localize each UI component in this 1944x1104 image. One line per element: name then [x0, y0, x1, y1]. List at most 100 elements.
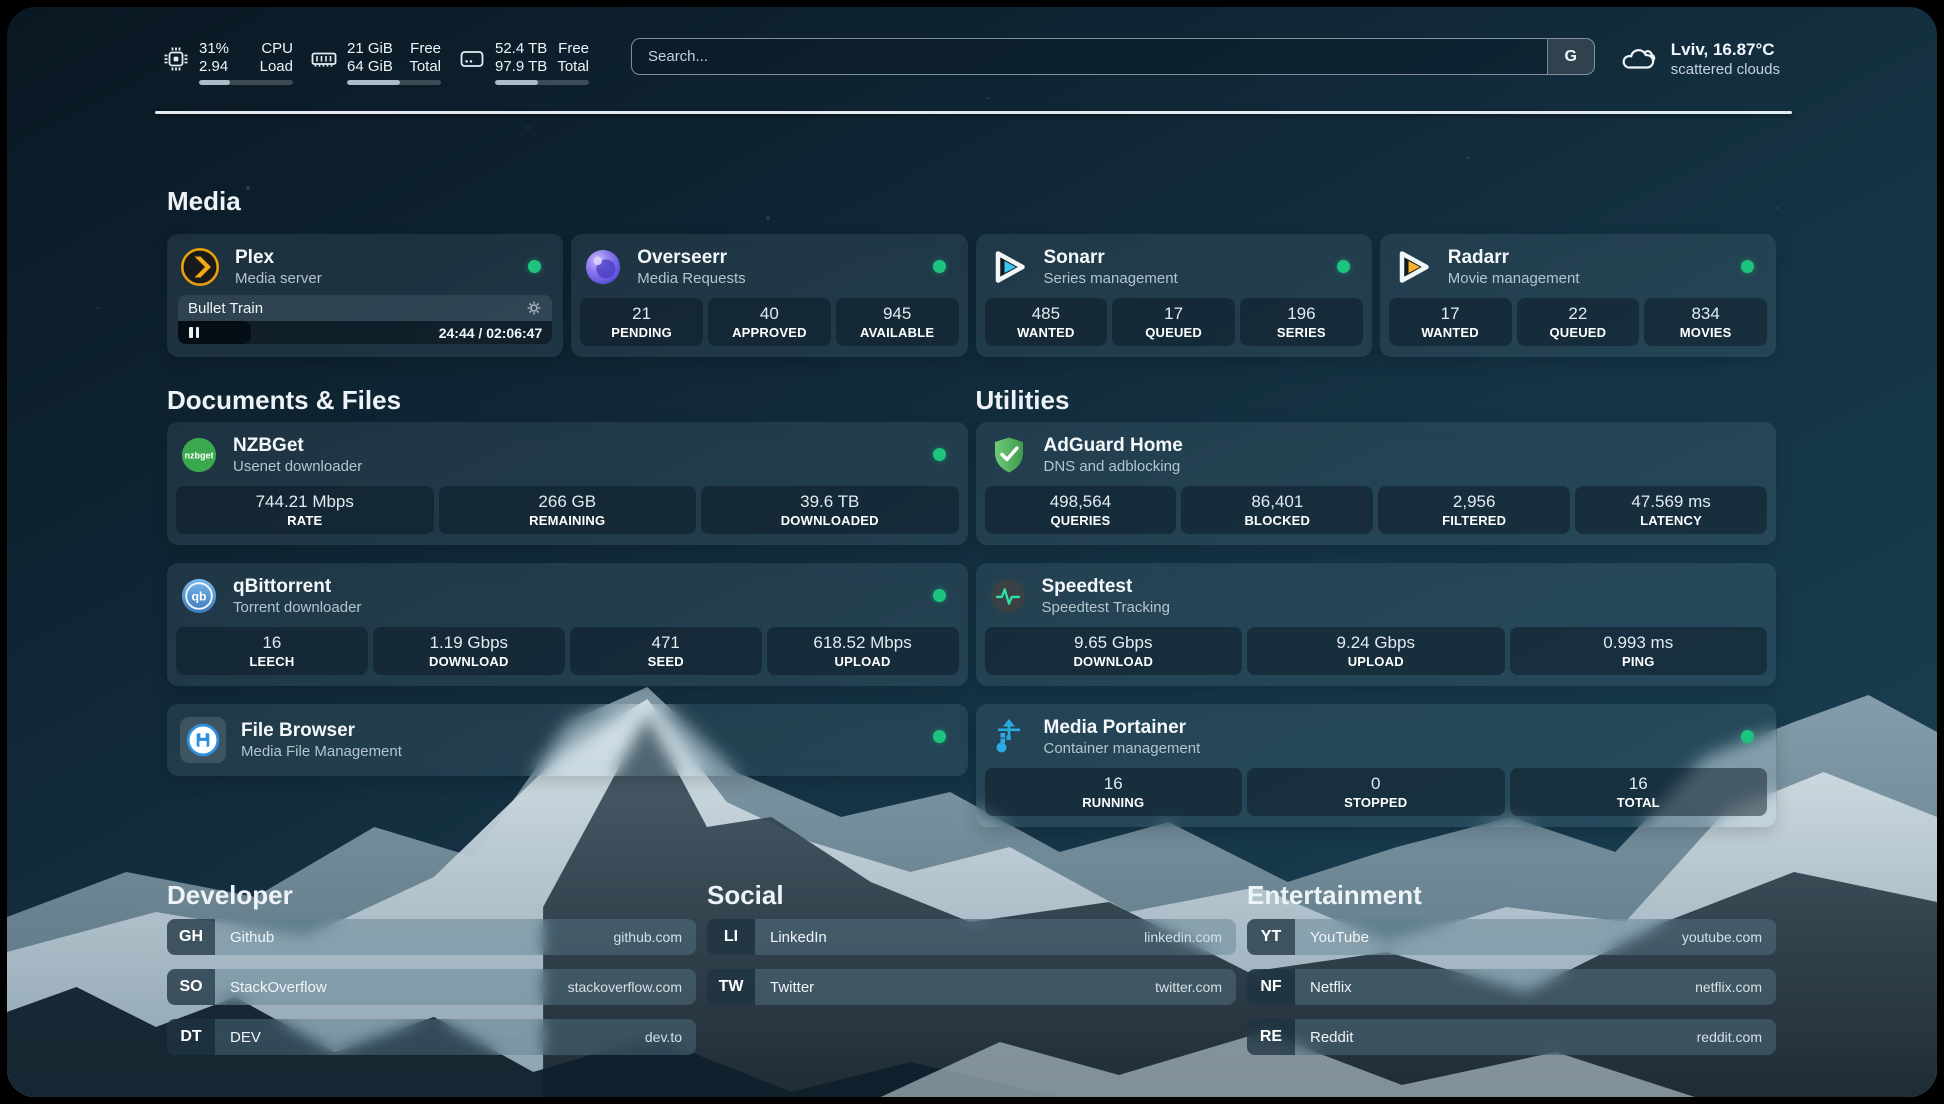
section-title-developer: Developer: [167, 880, 293, 910]
bookmark-youtube[interactable]: YT YouTube youtube.com: [1247, 919, 1776, 955]
bookmark-name: DEV: [230, 1028, 261, 1046]
dashboard-window: 31% CPU 2.94 Load 21 GiB Free 64 GiB Total: [7, 7, 1937, 1097]
bookmark-abbr: RE: [1247, 1019, 1295, 1055]
stat-label: FILTERED: [1442, 513, 1507, 528]
bookmark-name: Twitter: [770, 978, 815, 996]
radarr-header[interactable]: Radarr Movie management: [1380, 234, 1776, 288]
cpu-icon: [164, 47, 188, 71]
stat-value: 834: [1691, 304, 1720, 323]
bookmark-domain: netflix.com: [1695, 979, 1762, 995]
stat-label: PENDING: [611, 325, 672, 340]
disk-total-value: 97.9 TB: [495, 58, 548, 75]
bookmark-reddit[interactable]: RE Reddit reddit.com: [1247, 1019, 1776, 1055]
service-card-portainer[interactable]: Media Portainer Container management 16 R…: [975, 704, 1777, 827]
stat-value: 47.569 ms: [1631, 492, 1711, 511]
stat-value: 40: [759, 304, 779, 323]
filebrowser-header[interactable]: File Browser Media File Management: [167, 704, 968, 763]
stat-label: PING: [1621, 654, 1655, 669]
adguard-header[interactable]: AdGuard Home DNS and adblocking: [976, 422, 1777, 476]
service-name: Speedtest: [1041, 576, 1133, 597]
status-dot: [1336, 260, 1350, 273]
playback-progress-bar: 24:44 / 02:06:47: [178, 321, 553, 344]
stat-label: DOWNLOADED: [780, 513, 879, 528]
bookmark-twitter[interactable]: TW Twitter twitter.com: [707, 969, 1236, 1005]
stat-value: 16: [1628, 774, 1648, 793]
stat-block: 16 TOTAL: [1509, 768, 1767, 816]
bookmark-domain: twitter.com: [1155, 979, 1222, 995]
section-title-documents: Documents & Files: [167, 385, 402, 415]
bookmark-dev[interactable]: DT DEV dev.to: [167, 1019, 696, 1055]
stat-value: 1.19 Gbps: [429, 633, 509, 652]
stat-label: WANTED: [1017, 325, 1075, 340]
stat-block: 40 APPROVED: [708, 298, 831, 346]
stat-block: 21 PENDING: [580, 298, 703, 346]
stat-value: 2,956: [1452, 492, 1496, 511]
bookmark-domain: reddit.com: [1696, 1029, 1762, 1045]
section-title-entertainment: Entertainment: [1247, 880, 1422, 910]
stat-value: 21: [632, 304, 652, 323]
status-dot: [932, 448, 946, 461]
stat-label: WANTED: [1421, 325, 1479, 340]
sonarr-header[interactable]: Sonarr Series management: [976, 234, 1372, 288]
stat-block: 0.993 ms PING: [1509, 627, 1767, 675]
stat-label: STOPPED: [1344, 795, 1408, 810]
bookmark-name: LinkedIn: [770, 928, 827, 946]
stat-value: 945: [882, 304, 912, 323]
bookmark-abbr: DT: [167, 1019, 215, 1055]
bookmark-name: Reddit: [1310, 1028, 1354, 1046]
bookmark-group-entertainment: Entertainment YT YouTube youtube.com NF …: [1247, 881, 1776, 1069]
bookmark-github[interactable]: GH Github github.com: [167, 919, 696, 955]
overseerr-header[interactable]: Overseerr Media Requests: [571, 234, 967, 288]
service-name: Sonarr: [1043, 247, 1105, 268]
stat-label: RUNNING: [1082, 795, 1145, 810]
service-card-filebrowser[interactable]: File Browser Media File Management: [167, 704, 968, 776]
stat-label: LEECH: [249, 654, 295, 669]
memory-free-value: 21 GiB: [347, 40, 393, 57]
service-name: AdGuard Home: [1043, 435, 1183, 456]
qbittorrent-header[interactable]: qb qBittorrent Torrent downloader: [167, 563, 968, 617]
service-card-speedtest[interactable]: Speedtest Speedtest Tracking 9.65 Gbps DO…: [975, 563, 1777, 686]
stat-block: 47.569 ms LATENCY: [1575, 486, 1767, 534]
bookmark-linkedin[interactable]: LI LinkedIn linkedin.com: [707, 919, 1236, 955]
service-description: Usenet downloader: [233, 458, 363, 475]
service-card-nzbget[interactable]: nzbget NZBGet Usenet downloader 744.21 M…: [167, 422, 968, 545]
bookmark-stackoverflow[interactable]: SO StackOverflow stackoverflow.com: [167, 969, 696, 1005]
stat-block: 9.24 Gbps UPLOAD: [1247, 627, 1505, 675]
bookmark-netflix[interactable]: NF Netflix netflix.com: [1247, 969, 1776, 1005]
speedtest-header[interactable]: Speedtest Speedtest Tracking: [976, 563, 1777, 617]
plex-header[interactable]: Plex Media server: [167, 234, 563, 288]
overseerr-icon: [586, 249, 621, 285]
bookmark-name: Github: [230, 928, 275, 946]
stat-label: SEED: [647, 654, 684, 669]
status-dot: [1741, 730, 1754, 743]
service-description: Series management: [1043, 270, 1178, 287]
portainer-header[interactable]: Media Portainer Container management: [976, 704, 1777, 758]
disk-total-label: Total: [557, 58, 589, 75]
stat-label: BLOCKED: [1244, 513, 1311, 528]
search-engine-button[interactable]: G: [1546, 39, 1594, 74]
stat-block: 471 SEED: [569, 627, 762, 675]
service-card-overseerr[interactable]: Overseerr Media Requests 21 PENDING 40 APP…: [571, 234, 968, 357]
svg-text:qb: qb: [191, 589, 207, 603]
stat-label: AVAILABLE: [859, 325, 935, 340]
bookmark-name: StackOverflow: [230, 978, 327, 996]
bookmark-domain: github.com: [613, 929, 682, 945]
service-card-qbittorrent[interactable]: qb qBittorrent Torrent downloader 16 LEEC…: [167, 563, 968, 686]
search-input[interactable]: [632, 39, 1547, 74]
filebrowser-icon: [186, 723, 220, 757]
stat-block: 17 QUEUED: [1112, 298, 1235, 346]
service-description: Movie management: [1447, 270, 1580, 287]
service-card-adguard[interactable]: AdGuard Home DNS and adblocking 498,564 Q…: [975, 422, 1777, 545]
nzbget-icon: nzbget: [181, 437, 217, 473]
section-media: Media Plex Media server Bul: [167, 187, 1776, 357]
portainer-icon: [996, 719, 1020, 753]
stat-label: TOTAL: [1616, 795, 1660, 810]
gear-icon[interactable]: [526, 300, 542, 316]
service-card-plex[interactable]: Plex Media server Bullet Train: [167, 234, 564, 357]
status-dot: [932, 260, 946, 273]
service-card-sonarr[interactable]: Sonarr Series management 485 WANTED 17 QUE…: [975, 234, 1372, 357]
service-card-radarr[interactable]: Radarr Movie management 17 WANTED 22 QUEUE…: [1379, 234, 1776, 357]
nzbget-header[interactable]: nzbget NZBGet Usenet downloader: [167, 422, 968, 476]
stat-block: 834 MOVIES: [1644, 298, 1767, 346]
disk-free-value: 52.4 TB: [495, 40, 548, 57]
